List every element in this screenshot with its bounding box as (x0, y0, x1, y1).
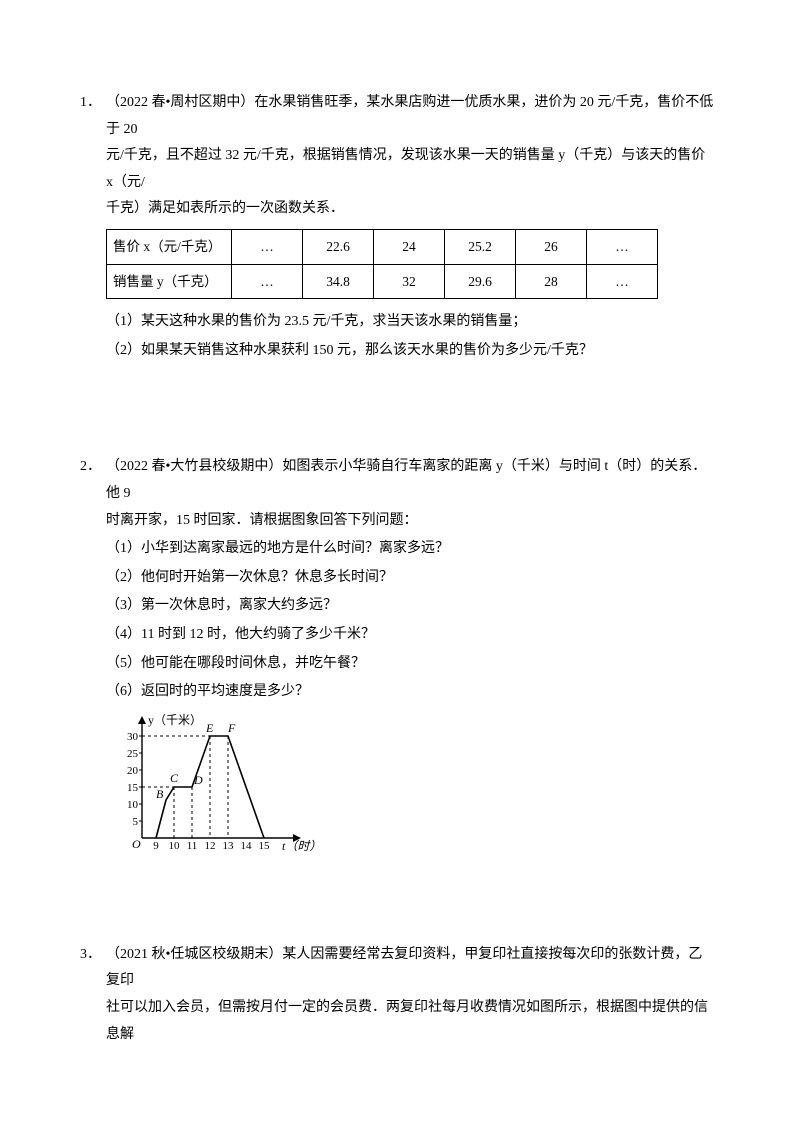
problem-2-head: 2． （2022 春•大竹县校级期中）如图表示小华骑自行车离家的距离 y（千米）… (80, 454, 714, 507)
y-tick: 20 (127, 765, 139, 777)
table-cell: 销售量 y（千克） (107, 264, 232, 299)
x-tick: 15 (259, 840, 271, 852)
table-cell: 28 (516, 264, 587, 299)
table-cell: 26 (516, 229, 587, 264)
problem-3: 3． （2021 秋•任城区校级期末）某人因需要经常去复印资料，甲复印社直接按每… (80, 942, 714, 1048)
problem-2-sub6: （6）返回时的平均速度是多少？ (80, 679, 714, 706)
problem-3-head: 3． （2021 秋•任城区校级期末）某人因需要经常去复印资料，甲复印社直接按每… (80, 942, 714, 995)
y-ticks: 5 10 15 20 25 30 (127, 731, 142, 828)
problem-2-line2: 时离开家，15 时回家．请根据图象回答下列问题： (80, 508, 714, 535)
problem-1-number: 1． (80, 90, 106, 143)
x-tick: 12 (205, 840, 216, 852)
y-tick: 15 (127, 782, 139, 794)
chart-point-labels: B C D E F (156, 721, 236, 801)
table-row: 售价 x（元/千克） … 22.6 24 25.2 26 … (107, 229, 658, 264)
table-cell: 22.6 (303, 229, 374, 264)
problem-1-sub2: （2）如果某天销售这种水果获利 150 元，那么该天水果的售价为多少元/千克？ (80, 338, 714, 365)
x-axis-label: t（时） (282, 839, 321, 852)
problem-1-line3: 千克）满足如表所示的一次函数关系． (80, 196, 714, 223)
table-cell: … (587, 229, 658, 264)
problem-2-sub2: （2）他何时开始第一次休息？休息多长时间？ (80, 565, 714, 592)
y-tick: 30 (127, 731, 139, 743)
y-axis-label: y（千米） (148, 713, 202, 727)
problem-3-line1: （2021 秋•任城区校级期末）某人因需要经常去复印资料，甲复印社直接按每次印的… (106, 942, 714, 995)
problem-3-number: 3． (80, 942, 106, 995)
data-table: 售价 x（元/千克） … 22.6 24 25.2 26 … 销售量 y（千克）… (106, 229, 658, 299)
problem-1-line2: 元/千克，且不超过 32 元/千克，根据销售情况，发现该水果一天的销售量 y（千… (80, 143, 714, 196)
problem-2-sub1: （1）小华到达离家最远的地方是什么时间？离家多远？ (80, 536, 714, 563)
chart-svg: y（千米） t（时） O 5 10 15 20 25 30 (106, 712, 326, 852)
point-d: D (193, 773, 203, 787)
y-tick: 5 (133, 816, 139, 828)
table-cell: … (232, 264, 303, 299)
point-b: B (156, 787, 164, 801)
y-tick: 25 (127, 748, 139, 760)
problem-1-line1: （2022 春•周村区期中）在水果销售旺季，某水果店购进一优质水果，进价为 20… (106, 90, 714, 143)
problem-2-line1: （2022 春•大竹县校级期中）如图表示小华骑自行车离家的距离 y（千米）与时间… (106, 454, 714, 507)
table-cell: 24 (374, 229, 445, 264)
x-tick: 10 (169, 840, 181, 852)
table-cell: 29.6 (445, 264, 516, 299)
table-cell: … (232, 229, 303, 264)
point-f: F (227, 721, 236, 735)
problem-2-sub3: （3）第一次休息时，离家大约多远？ (80, 593, 714, 620)
y-tick: 10 (127, 799, 139, 811)
table-cell: 34.8 (303, 264, 374, 299)
x-tick: 13 (223, 840, 235, 852)
point-e: E (205, 721, 214, 735)
problem-3-line2: 社可以加入会员，但需按月付一定的会员费．两复印社每月收费情况如图所示，根据图中提… (80, 995, 714, 1048)
x-tick: 11 (187, 840, 198, 852)
problem-1-table-wrap: 售价 x（元/千克） … 22.6 24 25.2 26 … 销售量 y（千克）… (80, 229, 714, 299)
problem-1: 1． （2022 春•周村区期中）在水果销售旺季，某水果店购进一优质水果，进价为… (80, 90, 714, 364)
table-cell: … (587, 264, 658, 299)
problem-2-number: 2． (80, 454, 106, 507)
table-cell: 32 (374, 264, 445, 299)
table-cell: 售价 x（元/千克） (107, 229, 232, 264)
x-ticks: 9 10 11 12 13 14 15 (153, 840, 270, 852)
problem-1-head: 1． （2022 春•周村区期中）在水果销售旺季，某水果店购进一优质水果，进价为… (80, 90, 714, 143)
problem-2: 2． （2022 春•大竹县校级期中）如图表示小华骑自行车离家的距离 y（千米）… (80, 454, 714, 851)
distance-time-chart: y（千米） t（时） O 5 10 15 20 25 30 (106, 712, 714, 852)
origin-label: O (132, 837, 141, 851)
x-tick: 9 (153, 840, 159, 852)
point-c: C (170, 771, 179, 785)
problem-2-sub5: （5）他可能在哪段时间休息，并吃午餐？ (80, 651, 714, 678)
x-tick: 14 (241, 840, 253, 852)
problem-1-sub1: （1）某天这种水果的售价为 23.5 元/千克，求当天该水果的销售量； (80, 309, 714, 336)
problem-2-sub4: （4）11 时到 12 时，他大约骑了多少千米？ (80, 622, 714, 649)
table-cell: 25.2 (445, 229, 516, 264)
table-row: 销售量 y（千克） … 34.8 32 29.6 28 … (107, 264, 658, 299)
